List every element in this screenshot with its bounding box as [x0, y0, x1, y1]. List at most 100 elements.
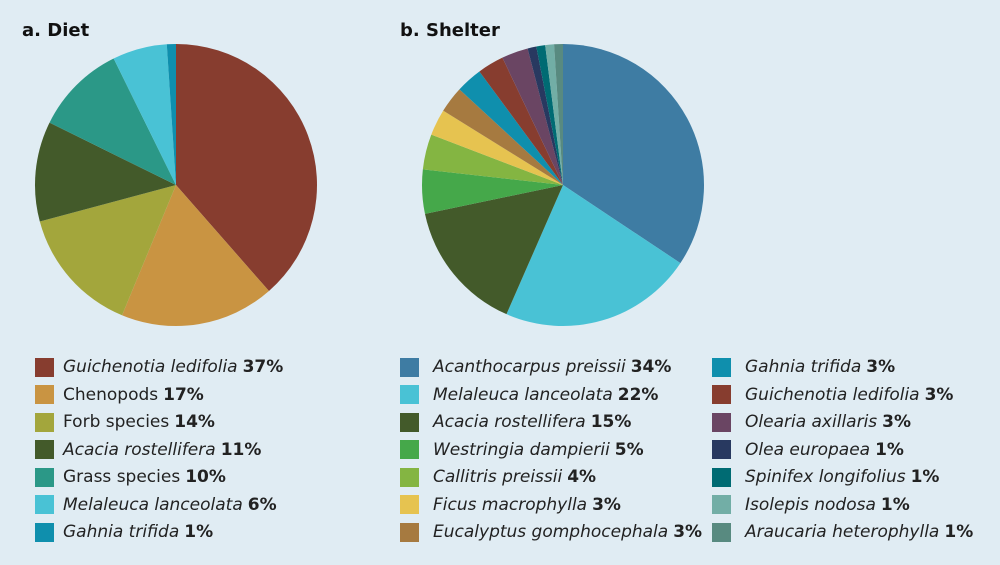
diet-legend-item: Melaleuca lanceolata 6%	[35, 494, 277, 516]
diet-slice-2	[39, 185, 176, 316]
legend-value: 3%	[866, 357, 896, 377]
shelter-slice-1	[506, 185, 681, 326]
legend-swatch	[400, 385, 419, 404]
shelter-legend-item: Eucalyptus gomphocephala 3%	[400, 521, 702, 543]
legend-swatch	[400, 495, 419, 514]
shelter-title: b. Shelter	[400, 20, 500, 41]
diet-legend-item: Gahnia trifida 1%	[35, 521, 213, 543]
shelter-legend-item: Spinifex longifolius 1%	[712, 466, 939, 488]
legend-value: 1%	[910, 467, 940, 487]
shelter-slice-9	[502, 48, 563, 186]
legend-value: 17%	[163, 384, 204, 405]
legend-value: 5%	[614, 439, 644, 460]
shelter-legend-item: Gahnia trifida 3%	[712, 356, 895, 378]
shelter-slice-13	[554, 44, 563, 185]
legend-value: 34%	[630, 357, 672, 377]
shelter-legend-item: Olearia axillaris 3%	[712, 411, 911, 433]
legend-value: 6%	[247, 494, 277, 515]
legend-label: Forb species	[63, 412, 170, 432]
shelter-slice-4	[422, 134, 563, 185]
legend-label: Isolepis nodosa	[745, 494, 876, 515]
legend-swatch	[400, 412, 419, 432]
shelter-legend-item: Guichenotia ledifolia 3%	[712, 384, 953, 406]
legend-label: Callitris preissii	[433, 467, 563, 487]
legend-swatch	[712, 357, 731, 377]
diet-slice-1	[122, 185, 269, 326]
shelter-legend-item: Callitris preissii 4%	[400, 466, 596, 488]
legend-label: Olea europaea	[745, 439, 871, 460]
legend-swatch	[35, 357, 54, 377]
legend-label: Olearia axillaris	[745, 412, 878, 432]
legend-label: Melaleuca lanceolata	[63, 494, 243, 515]
legend-label: Guichenotia ledifolia	[63, 357, 238, 377]
legend-value: 14%	[174, 412, 215, 432]
diet-legend-item: Guichenotia ledifolia 37%	[35, 356, 283, 378]
legend-value: 3%	[592, 494, 621, 515]
shelter-legend-item: Acanthocarpus preissii 34%	[400, 356, 671, 378]
legend-label: Ficus macrophylla	[433, 494, 588, 515]
shelter-slice-2	[424, 185, 563, 315]
legend-value: 3%	[882, 412, 912, 432]
legend-swatch	[35, 522, 54, 542]
legend-value: 15%	[590, 412, 632, 432]
legend-label: Acanthocarpus preissii	[433, 357, 626, 377]
legend-label: Araucaria heterophylla	[745, 522, 940, 542]
legend-swatch	[712, 385, 731, 404]
legend-label: Grass species	[63, 467, 181, 487]
diet-slice-0	[176, 44, 317, 292]
diet-title: a. Diet	[22, 20, 90, 41]
shelter-slice-0	[563, 44, 704, 264]
legend-label: Gahnia trifida	[745, 357, 862, 377]
diet-legend-item: Forb species 14%	[35, 411, 215, 433]
legend-label: Acacia rostellifera	[433, 412, 586, 432]
legend-swatch	[712, 440, 731, 459]
legend-swatch	[400, 357, 419, 377]
legend-value: 1%	[875, 439, 904, 460]
legend-label: Westringia dampierii	[433, 439, 610, 460]
legend-value: 1%	[944, 522, 974, 542]
shelter-slice-10	[527, 46, 563, 186]
legend-swatch	[712, 522, 731, 542]
legend-label: Guichenotia ledifolia	[745, 384, 920, 405]
legend-swatch	[712, 495, 731, 514]
diet-legend-item: Chenopods 17%	[35, 384, 204, 406]
legend-label: Acacia rostellifera	[63, 439, 216, 460]
shelter-legend-item: Olea europaea 1%	[712, 439, 904, 461]
legend-swatch	[35, 495, 54, 514]
shelter-slice-5	[431, 110, 563, 185]
legend-value: 1%	[880, 494, 910, 515]
legend-swatch	[35, 440, 54, 459]
legend-value: 3%	[924, 384, 954, 405]
shelter-slice-6	[443, 89, 563, 185]
shelter-legend-item: Araucaria heterophylla 1%	[712, 521, 973, 543]
diet-legend-item: Grass species 10%	[35, 466, 226, 488]
legend-label: Eucalyptus gomphocephala	[433, 522, 669, 542]
legend-label: Melaleuca lanceolata	[433, 384, 613, 405]
diet-slice-6	[166, 44, 176, 185]
legend-value: 1%	[184, 522, 214, 542]
diet-legend-item: Acacia rostellifera 11%	[35, 439, 261, 461]
legend-swatch	[400, 440, 419, 459]
diet-slice-3	[34, 122, 176, 222]
shelter-legend-item: Isolepis nodosa 1%	[712, 494, 910, 516]
legend-value: 11%	[220, 439, 262, 460]
legend-swatch	[35, 467, 54, 487]
legend-swatch	[35, 412, 54, 432]
shelter-slice-12	[545, 44, 563, 186]
legend-value: 37%	[242, 357, 284, 377]
legend-label: Gahnia trifida	[63, 522, 180, 542]
legend-label: Spinifex longifolius	[745, 467, 906, 487]
shelter-slice-7	[459, 71, 563, 185]
legend-value: 3%	[673, 522, 703, 542]
shelter-slice-8	[479, 57, 563, 185]
legend-value: 4%	[567, 467, 597, 487]
shelter-legend-item: Westringia dampierii 5%	[400, 439, 644, 461]
shelter-legend-item: Melaleuca lanceolata 22%	[400, 384, 658, 406]
diet-slice-5	[113, 44, 176, 185]
shelter-slice-11	[536, 45, 563, 186]
legend-value: 22%	[617, 384, 659, 405]
legend-swatch	[35, 385, 54, 404]
diet-slice-4	[49, 58, 177, 186]
